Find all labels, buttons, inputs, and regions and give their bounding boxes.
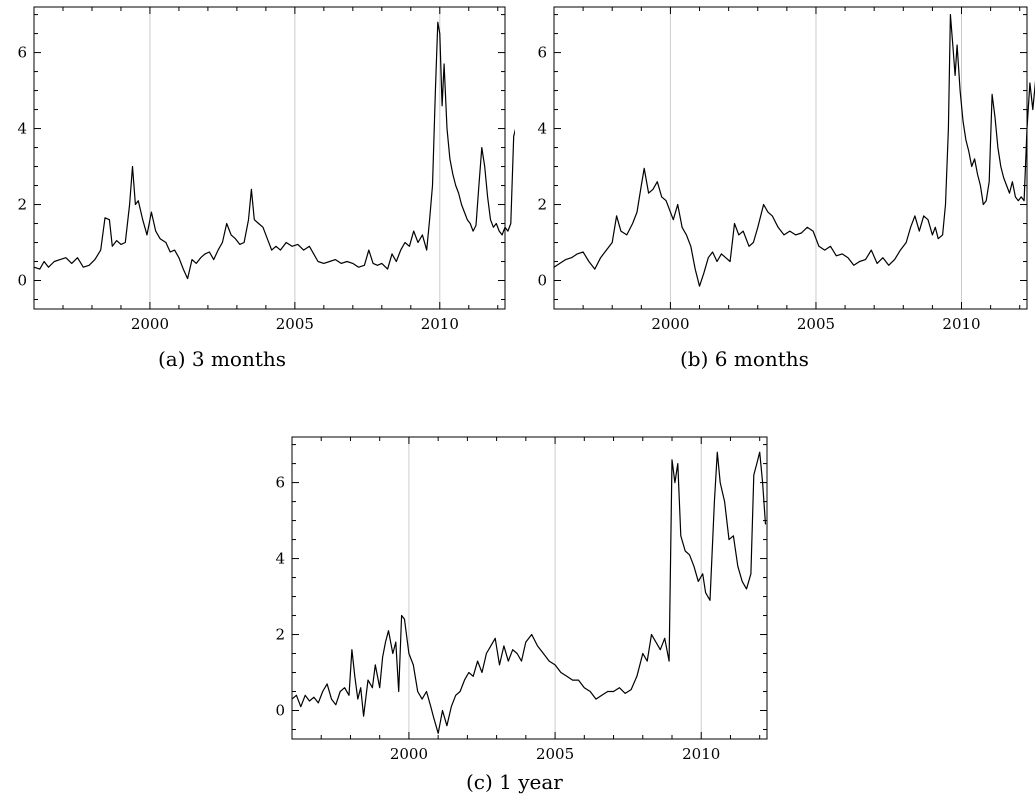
chart-panel-c: 2000 2005 2010 0 2 4 6 (258, 430, 778, 774)
y-tick-label: 0 (17, 272, 27, 290)
y-tick-label: 2 (537, 196, 547, 214)
chart-panel-b: 2000 2005 2010 0 2 4 6 (520, 0, 1035, 344)
x-tick-label: 2000 (390, 745, 428, 763)
chart-panel-a: 2000 2005 2010 0 2 4 6 (0, 0, 525, 344)
y-tick-label: 4 (275, 550, 285, 568)
plot-frame (33, 6, 506, 310)
chart-c: 2000 2005 2010 0 2 4 6 (275, 436, 768, 763)
caption-a: (a) 3 months (158, 347, 287, 371)
y-tick-label: 0 (537, 272, 547, 290)
series-line (553, 14, 1035, 287)
y-tick-label: 6 (275, 474, 285, 492)
y-tick-label: 4 (537, 120, 547, 138)
series-line (33, 21, 525, 280)
y-tick-label: 6 (17, 44, 27, 62)
x-tick-label: 2005 (797, 315, 835, 333)
x-tick-label: 2010 (421, 315, 459, 333)
caption-c: (c) 1 year (466, 770, 563, 794)
x-tick-label: 2005 (536, 745, 574, 763)
y-tick-label: 4 (17, 120, 27, 138)
chart-b: 2000 2005 2010 0 2 4 6 (537, 6, 1035, 333)
x-tick-label: 2000 (131, 315, 169, 333)
x-tick-label: 2000 (651, 315, 689, 333)
plot-frame (553, 6, 1028, 310)
y-tick-label: 6 (537, 44, 547, 62)
chart-a: 2000 2005 2010 0 2 4 6 (17, 6, 525, 333)
series-line (291, 451, 767, 734)
plot-frame (291, 436, 768, 740)
x-tick-label: 2005 (276, 315, 314, 333)
y-tick-label: 0 (275, 702, 285, 720)
x-tick-label: 2010 (942, 315, 980, 333)
x-tick-label: 2010 (682, 745, 720, 763)
y-tick-label: 2 (275, 626, 285, 644)
y-tick-label: 2 (17, 196, 27, 214)
caption-b: (b) 6 months (680, 347, 809, 371)
